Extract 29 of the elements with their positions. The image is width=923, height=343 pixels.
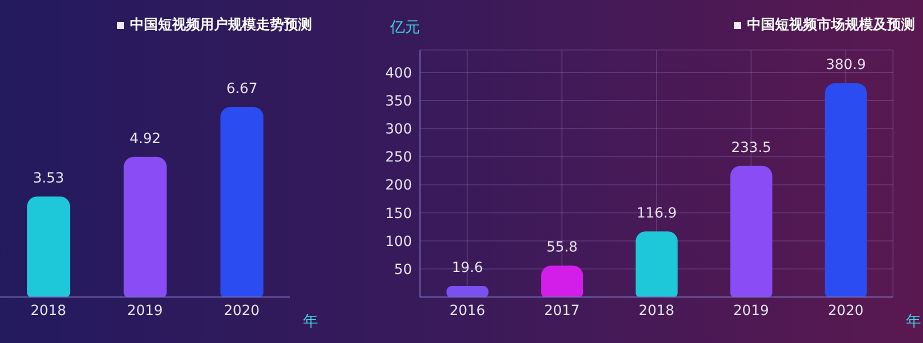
x-axis-title: 年 (303, 312, 318, 331)
data-label: 6.67 (226, 81, 258, 97)
x-tick-label: 2017 (544, 302, 580, 319)
x-tick-label: 2019 (127, 302, 163, 319)
y-tick-label: 400 (385, 65, 412, 82)
data-label: 116.9 (636, 205, 677, 222)
data-label: 55.8 (546, 240, 578, 256)
data-label: 3.53 (32, 170, 64, 186)
data-label: 19.6 (452, 260, 484, 276)
y-tick-label: 50 (394, 262, 412, 278)
y-axis-title: 亿元 (390, 18, 420, 37)
x-tick-label: 2018 (30, 302, 66, 319)
y-tick-label: 250 (385, 150, 412, 166)
chart-title: 中国短视频市场规模及预测 (747, 16, 915, 34)
data-label: 233.5 (731, 140, 772, 156)
data-label: 380.9 (826, 57, 866, 74)
x-tick-label: 2018 (638, 302, 674, 319)
y-tick-label: 350 (385, 93, 412, 110)
chart-title: 中国短视频用户规模走势预测 (130, 16, 312, 34)
x-tick-label: 2020 (224, 302, 260, 319)
data-label: 4.92 (130, 130, 161, 147)
x-tick-label: 2019 (733, 302, 769, 319)
x-tick-label: 2016 (449, 302, 486, 319)
y-tick-label: 100 (385, 234, 412, 250)
x-tick-label: 2020 (828, 302, 864, 319)
y-tick-label: 150 (385, 206, 412, 222)
y-tick-label: 300 (385, 122, 412, 138)
x-axis-title: 年 (906, 312, 921, 331)
y-tick-label: 200 (385, 178, 412, 194)
